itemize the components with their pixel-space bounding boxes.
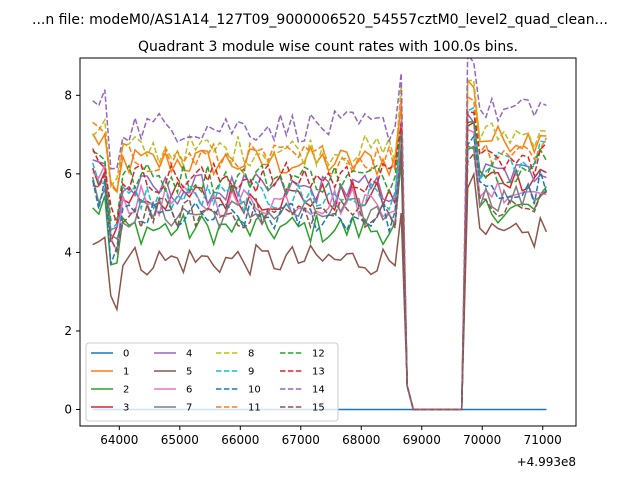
x-tick-label: 66000 xyxy=(221,433,259,447)
y-tick-label: 2 xyxy=(64,324,72,338)
legend-label-9: 9 xyxy=(248,367,254,378)
y-tick-label: 0 xyxy=(64,403,72,417)
y-tick-label: 4 xyxy=(64,245,72,259)
legend-label-6: 6 xyxy=(186,385,192,396)
legend-label-2: 2 xyxy=(123,385,129,396)
legend-label-0: 0 xyxy=(123,349,129,360)
series-line-6 xyxy=(92,128,547,411)
series-line-13 xyxy=(92,111,547,411)
y-tick-label: 8 xyxy=(64,88,72,102)
legend-label-12: 12 xyxy=(312,349,325,360)
series-line-4 xyxy=(92,111,547,411)
x-tick-label: 68000 xyxy=(342,433,380,447)
series-line-12 xyxy=(92,120,548,411)
chart-title: Quadrant 3 module wise count rates with … xyxy=(138,39,518,55)
figure-suptitle: ...n file: modeM0/AS1A14_127T09_90000065… xyxy=(32,12,608,28)
axes: 64000 65000 66000 67000 68000 69000 70000 71000… xyxy=(64,57,577,447)
x-tick-label: 69000 xyxy=(403,433,441,447)
axes-frame xyxy=(79,57,577,427)
x-offset-label: +4.993e8 xyxy=(517,455,576,469)
series-line-9 xyxy=(91,106,547,411)
legend-label-14: 14 xyxy=(312,385,325,396)
x-tick-label: 64000 xyxy=(100,433,138,447)
x-tick-label: 67000 xyxy=(282,433,320,447)
legend-box xyxy=(85,342,339,422)
legend-label-4: 4 xyxy=(186,349,192,360)
x-tick-label: 71000 xyxy=(524,433,562,447)
x-tick-label: 65000 xyxy=(161,433,199,447)
legend-label-7: 7 xyxy=(186,403,192,414)
legend-label-10: 10 xyxy=(248,385,261,396)
series-line-7 xyxy=(91,144,547,411)
legend-label-1: 1 xyxy=(123,367,129,378)
legend-label-5: 5 xyxy=(186,367,192,378)
legend-label-8: 8 xyxy=(248,349,254,360)
series-line-15 xyxy=(92,151,547,411)
series-line-5 xyxy=(92,171,548,411)
legend-label-13: 13 xyxy=(312,367,325,378)
legend-label-15: 15 xyxy=(312,403,325,414)
y-tick-label: 6 xyxy=(64,167,72,181)
legend-label-11: 11 xyxy=(248,403,261,414)
series-line-11 xyxy=(92,95,548,411)
series-line-8 xyxy=(92,79,547,411)
x-tick-label: 70000 xyxy=(463,433,501,447)
legend-label-3: 3 xyxy=(123,403,129,414)
series-line-10 xyxy=(91,134,548,411)
